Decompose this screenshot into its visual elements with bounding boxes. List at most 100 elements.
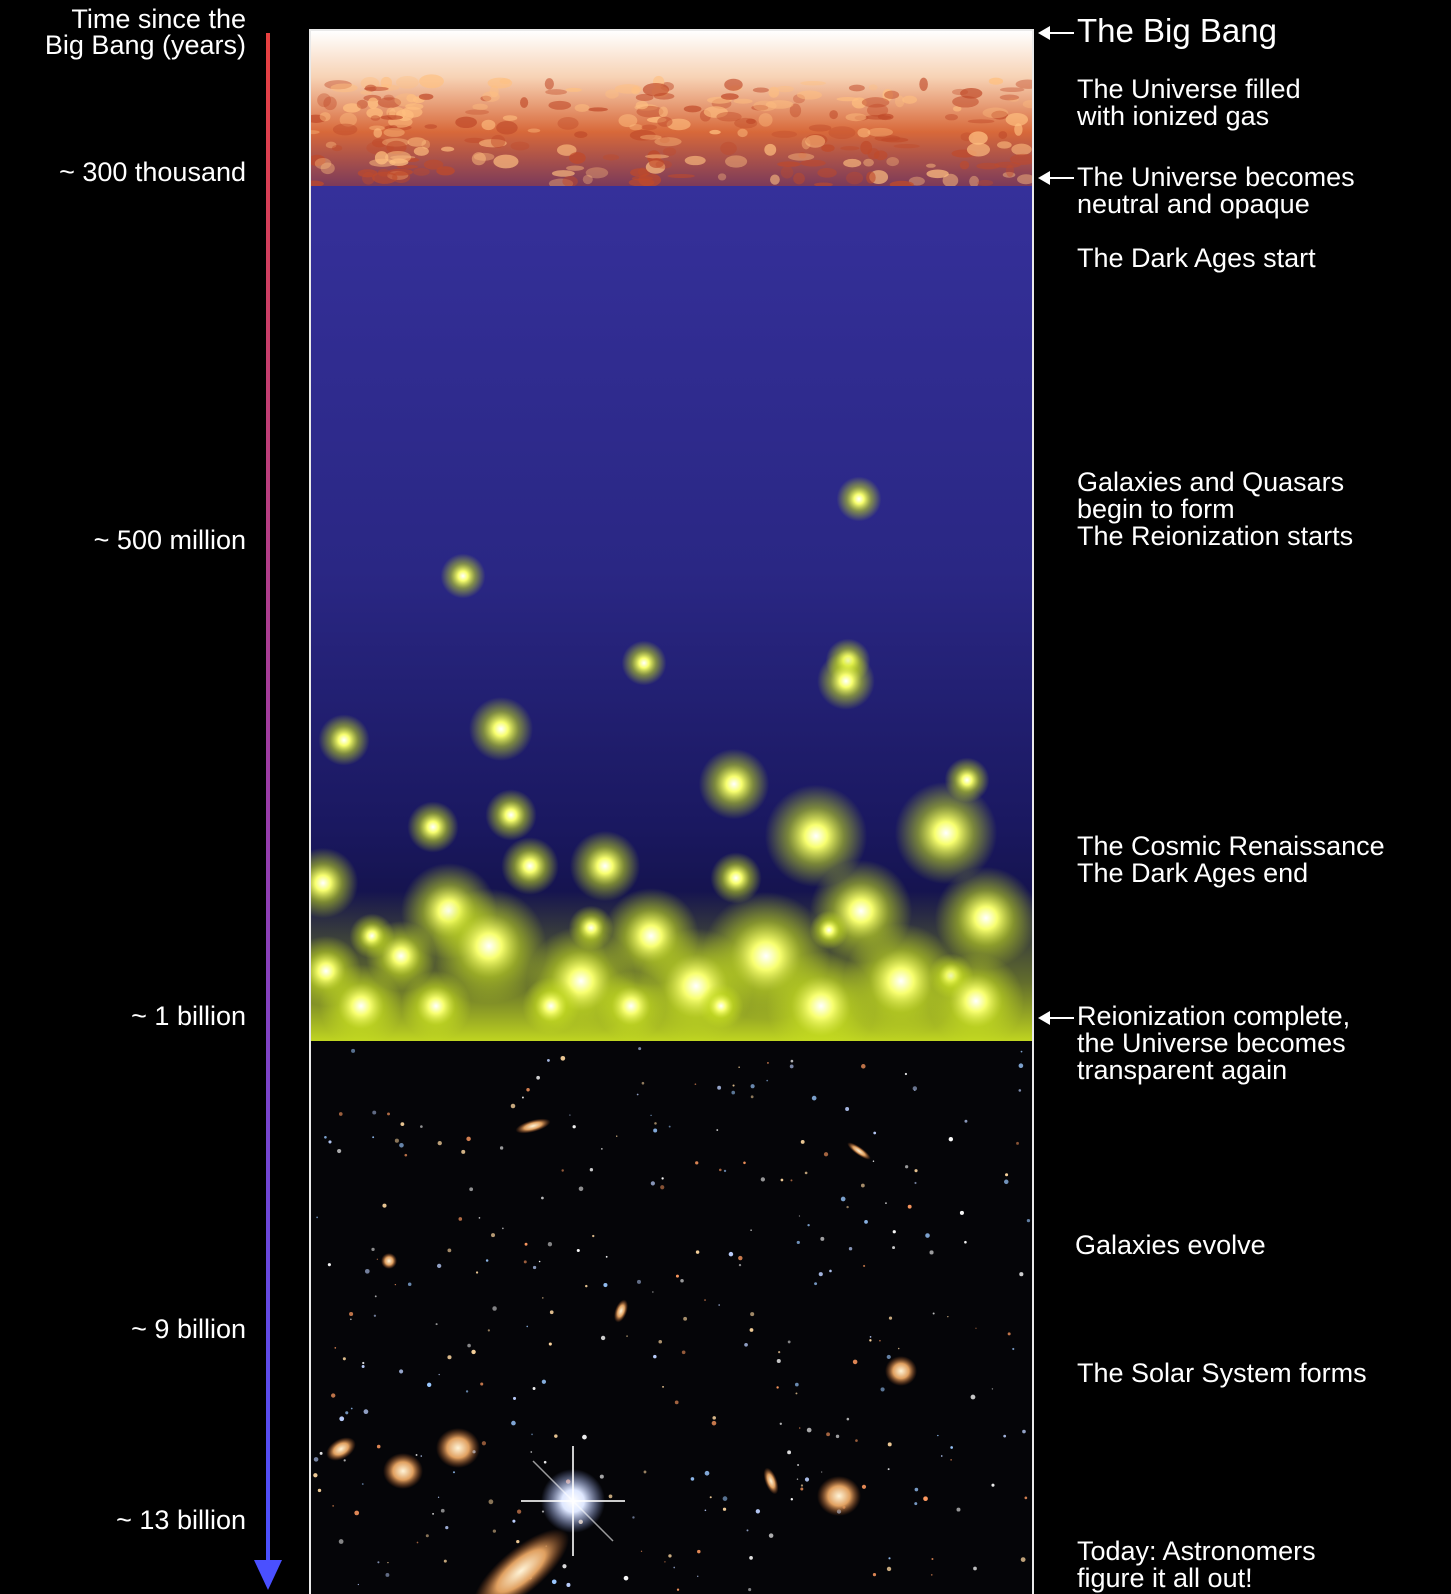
field-star	[744, 1342, 748, 1347]
field-star	[350, 1407, 353, 1410]
field-star	[407, 1282, 412, 1287]
gas-blob	[339, 112, 357, 127]
field-star	[804, 1477, 810, 1482]
event-ionized-gas: The Universe filled with ionized gas	[1077, 76, 1301, 130]
gas-blob	[423, 159, 444, 170]
field-star	[873, 1131, 877, 1135]
field-star	[1026, 1218, 1031, 1223]
glow-spot	[311, 847, 359, 919]
gas-blob	[489, 85, 499, 98]
field-star	[755, 1509, 761, 1514]
gas-blob	[370, 115, 381, 121]
gas-blob	[481, 119, 496, 131]
field-star	[660, 1185, 665, 1190]
field-star	[719, 1168, 722, 1172]
gas-blob	[367, 97, 379, 109]
field-star	[749, 1328, 754, 1332]
field-star	[1019, 1272, 1024, 1277]
field-star	[542, 1297, 544, 1299]
field-star	[1018, 1089, 1022, 1092]
field-star	[860, 1183, 865, 1188]
field-star	[779, 1422, 782, 1425]
gas-blob	[490, 134, 506, 148]
field-star	[804, 1171, 808, 1175]
gas-blob	[1017, 174, 1032, 185]
field-star	[438, 1373, 440, 1376]
gas-blob	[926, 169, 949, 179]
field-star	[814, 1282, 818, 1286]
field-star	[466, 1136, 471, 1142]
gas-blob	[861, 97, 890, 108]
gas-blob	[733, 98, 753, 104]
gas-blob	[662, 147, 677, 156]
field-star	[950, 1459, 952, 1461]
field-star	[324, 1135, 327, 1139]
field-star	[1022, 1429, 1026, 1434]
gas-blob	[789, 103, 802, 118]
field-star	[780, 1178, 784, 1182]
tick-1-billion: ~ 1 billion	[131, 1001, 246, 1031]
glow-spot	[894, 781, 998, 885]
gas-blob	[640, 134, 662, 140]
gas-blob	[377, 97, 402, 108]
field-star	[768, 1533, 774, 1538]
field-star	[790, 1059, 794, 1063]
field-star	[349, 1311, 354, 1317]
gas-blob	[502, 115, 518, 121]
field-star	[578, 1186, 584, 1192]
glow-spot	[710, 852, 762, 904]
event-ionized-gas-line-2: with ionized gas	[1077, 101, 1270, 131]
field-star	[425, 1534, 429, 1538]
field-star	[880, 1387, 885, 1392]
field-star	[510, 1103, 516, 1109]
gas-blob	[893, 143, 920, 149]
gas-blob	[585, 167, 609, 179]
gas-blob	[478, 139, 507, 148]
gas-blob	[654, 137, 682, 147]
gas-blob	[780, 166, 794, 179]
galaxy-blob	[847, 1142, 871, 1160]
gas-blob	[472, 103, 488, 111]
field-star	[334, 1347, 337, 1349]
field-star	[1005, 1173, 1009, 1177]
field-star	[465, 1390, 469, 1393]
field-star	[523, 1260, 527, 1264]
gas-blob	[642, 82, 670, 97]
field-star	[776, 1386, 779, 1389]
field-star	[925, 1233, 930, 1238]
field-star	[364, 1268, 370, 1274]
field-star	[912, 1086, 918, 1091]
glow-spot	[764, 784, 868, 888]
field-star	[738, 1255, 743, 1261]
event-reion-line-2: the Universe becomes	[1077, 1028, 1346, 1058]
field-star	[317, 1488, 322, 1493]
field-star	[907, 1204, 912, 1209]
galaxy-blob	[381, 1253, 397, 1269]
field-star	[416, 1541, 419, 1544]
event-today-line-1: Today: Astronomers	[1077, 1536, 1316, 1566]
field-star	[541, 1196, 544, 1200]
field-star	[372, 1110, 377, 1115]
gas-blob	[557, 117, 579, 130]
field-star	[350, 1318, 352, 1321]
gas-blob	[902, 95, 918, 104]
field-star	[569, 1114, 571, 1116]
field-star	[887, 1442, 892, 1447]
field-star	[328, 1140, 332, 1144]
field-star	[723, 1169, 727, 1173]
field-star	[863, 1264, 866, 1268]
gas-blob	[372, 171, 398, 184]
field-star	[680, 1278, 684, 1283]
gas-blob	[966, 142, 991, 157]
field-star	[643, 1470, 647, 1474]
field-star	[690, 1477, 695, 1481]
glow-spot	[621, 640, 667, 686]
field-star	[600, 1335, 606, 1341]
event-galaxies-quasars: Galaxies and Quasars begin to form The R…	[1077, 469, 1353, 550]
gas-blob	[776, 85, 795, 93]
field-star	[738, 1066, 740, 1068]
gas-blob	[991, 110, 1009, 120]
gas-blob	[666, 118, 691, 131]
gas-blob	[436, 166, 455, 176]
field-star	[437, 1140, 442, 1146]
